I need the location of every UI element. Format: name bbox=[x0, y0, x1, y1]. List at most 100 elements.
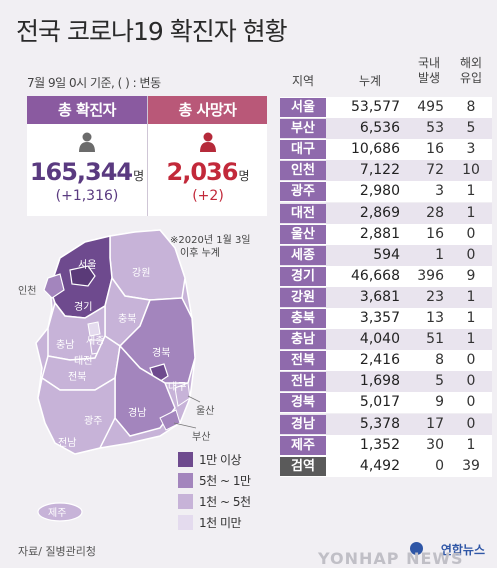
column-header-local: 국내 발생 bbox=[417, 56, 441, 85]
map-region-sejong bbox=[87, 321, 101, 337]
map-label-daejeon: 대전 bbox=[74, 355, 92, 367]
total-cell: 2,416 bbox=[359, 352, 400, 369]
source-credit: 자료/ 질병관리청 bbox=[18, 545, 97, 558]
local-cases-cell: 16 bbox=[426, 225, 444, 242]
legend-swatch bbox=[178, 473, 193, 488]
map-label-busan: 부산 bbox=[192, 431, 210, 443]
map-region-busan bbox=[159, 409, 181, 431]
map-region-gyeongnam bbox=[114, 344, 176, 437]
map-label-daegu: 대구 bbox=[168, 381, 186, 393]
local-cases-cell: 16 bbox=[426, 141, 444, 158]
local-cases-cell: 30 bbox=[426, 436, 444, 453]
local-cases-cell: 396 bbox=[417, 267, 444, 284]
column-header-region: 지역 bbox=[291, 74, 315, 88]
table-row: 경남 5,378 17 0 bbox=[280, 413, 492, 435]
overseas-cases-cell: 5 bbox=[466, 120, 476, 137]
total-cell: 2,980 bbox=[359, 183, 400, 200]
region-cell: 경기 bbox=[280, 266, 326, 286]
map-label-gyeongbuk: 경북 bbox=[152, 346, 170, 359]
total-cell: 5,017 bbox=[359, 394, 400, 411]
overseas-cases-cell: 0 bbox=[466, 225, 476, 242]
map-region-seoul bbox=[69, 265, 96, 287]
total-cell: 10,686 bbox=[351, 141, 400, 158]
watermark-text: YONHAP NEWS bbox=[318, 549, 464, 568]
overseas-cases-cell: 0 bbox=[466, 415, 476, 432]
total-cell: 3,681 bbox=[359, 288, 400, 305]
overseas-cases-cell: 0 bbox=[466, 352, 476, 369]
region-cell: 광주 bbox=[280, 182, 326, 202]
total-cell: 1,352 bbox=[359, 436, 400, 453]
total-confirmed-value: 165,344 bbox=[29, 158, 133, 186]
total-cell: 6,536 bbox=[359, 120, 400, 137]
summary-card: 총 확진자 165,344명 (+1,316) 총 사망자 2,036명 (+2… bbox=[27, 96, 267, 216]
local-cases-cell: 1 bbox=[435, 246, 444, 263]
overseas-cases-cell: 1 bbox=[466, 288, 476, 305]
legend-swatch bbox=[178, 452, 193, 467]
yonhap-logo-icon bbox=[410, 542, 423, 555]
map-label-chungnam: 충남 bbox=[56, 339, 74, 351]
map-legend: 1만 이상 5천 ~ 1만 1천 ~ 5천 1천 미만 bbox=[178, 450, 268, 534]
total-confirmed-unit: 명 bbox=[133, 169, 145, 183]
total-cell: 2,881 bbox=[359, 225, 400, 242]
map-region-jeju bbox=[37, 502, 83, 522]
table-row: 광주 2,980 3 1 bbox=[280, 181, 492, 203]
total-cell: 5,378 bbox=[359, 415, 400, 432]
overseas-cases-cell: 0 bbox=[466, 394, 476, 411]
local-cases-cell: 23 bbox=[426, 288, 444, 305]
table-row: 검역 4,492 0 39 bbox=[280, 455, 492, 477]
region-cell: 세종 bbox=[280, 245, 326, 265]
person-icon bbox=[79, 132, 95, 152]
map-label-gyeonggi: 경기 bbox=[74, 300, 92, 313]
total-deaths-label: 총 사망자 bbox=[148, 96, 267, 124]
local-cases-cell: 3 bbox=[435, 183, 444, 200]
table-row: 경북 5,017 9 0 bbox=[280, 392, 492, 414]
table-row: 인천 7,122 72 10 bbox=[280, 160, 492, 182]
map-note-line1: ※2020년 1월 3일 bbox=[170, 235, 251, 246]
legend-label: 5천 ~ 1만 bbox=[199, 474, 251, 488]
table-row: 경기 46,668 396 9 bbox=[280, 265, 492, 287]
total-cell: 2,869 bbox=[359, 204, 400, 221]
total-confirmed-label: 총 확진자 bbox=[27, 96, 147, 124]
region-cell: 경북 bbox=[280, 393, 326, 413]
overseas-cases-cell: 10 bbox=[462, 162, 480, 179]
watermark-brand: 연합뉴스 bbox=[440, 543, 485, 557]
map-label-chungbuk: 충북 bbox=[118, 313, 136, 325]
local-cases-cell: 495 bbox=[417, 99, 444, 115]
table-row: 전북 2,416 8 0 bbox=[280, 350, 492, 372]
map-label-sejong: 세종 bbox=[86, 335, 104, 347]
map-label-gyeongnam: 경남 bbox=[128, 406, 146, 419]
total-confirmed-panel: 총 확진자 165,344명 (+1,316) bbox=[27, 96, 147, 216]
local-cases-cell: 13 bbox=[426, 310, 444, 326]
region-cell: 대구 bbox=[280, 140, 326, 160]
overseas-cases-cell: 1 bbox=[466, 310, 476, 326]
local-cases-cell: 9 bbox=[435, 394, 444, 411]
legend-swatch bbox=[178, 494, 193, 509]
overseas-cases-cell: 0 bbox=[466, 373, 476, 390]
legend-item: 5천 ~ 1만 bbox=[178, 471, 268, 492]
region-cell: 경남 bbox=[280, 414, 326, 434]
legend-item: 1천 ~ 5천 bbox=[178, 492, 268, 513]
table-row: 서울 53,577 495 8 bbox=[280, 97, 492, 118]
local-cases-cell: 28 bbox=[426, 204, 444, 221]
watermark: 연합뉴스 YONHAP NEWS bbox=[318, 541, 493, 568]
local-cases-cell: 5 bbox=[435, 373, 444, 390]
map-note: ※2020년 1월 3일 이후 누계 bbox=[170, 234, 251, 260]
legend-label: 1만 이상 bbox=[199, 453, 242, 467]
local-cases-cell: 51 bbox=[426, 331, 444, 348]
total-cell: 4,492 bbox=[359, 457, 400, 474]
map-region-ulsan bbox=[174, 382, 191, 407]
total-cell: 53,577 bbox=[351, 99, 400, 115]
total-deaths-change: (+2) bbox=[192, 188, 224, 204]
overseas-cases-cell: 3 bbox=[466, 141, 476, 158]
map-note-line2: 이후 누계 bbox=[180, 248, 220, 259]
map-label-seoul: 서울 bbox=[78, 259, 96, 271]
region-cell: 충북 bbox=[280, 309, 326, 328]
region-cell: 부산 bbox=[280, 119, 326, 139]
region-cell: 검역 bbox=[280, 456, 326, 476]
region-cell: 서울 bbox=[280, 98, 326, 117]
column-header-total: 누계 bbox=[358, 74, 382, 88]
table-row: 대구 10,686 16 3 bbox=[280, 139, 492, 161]
region-cell: 대전 bbox=[280, 203, 326, 223]
legend-swatch bbox=[178, 515, 193, 530]
overseas-cases-cell: 8 bbox=[466, 99, 476, 115]
